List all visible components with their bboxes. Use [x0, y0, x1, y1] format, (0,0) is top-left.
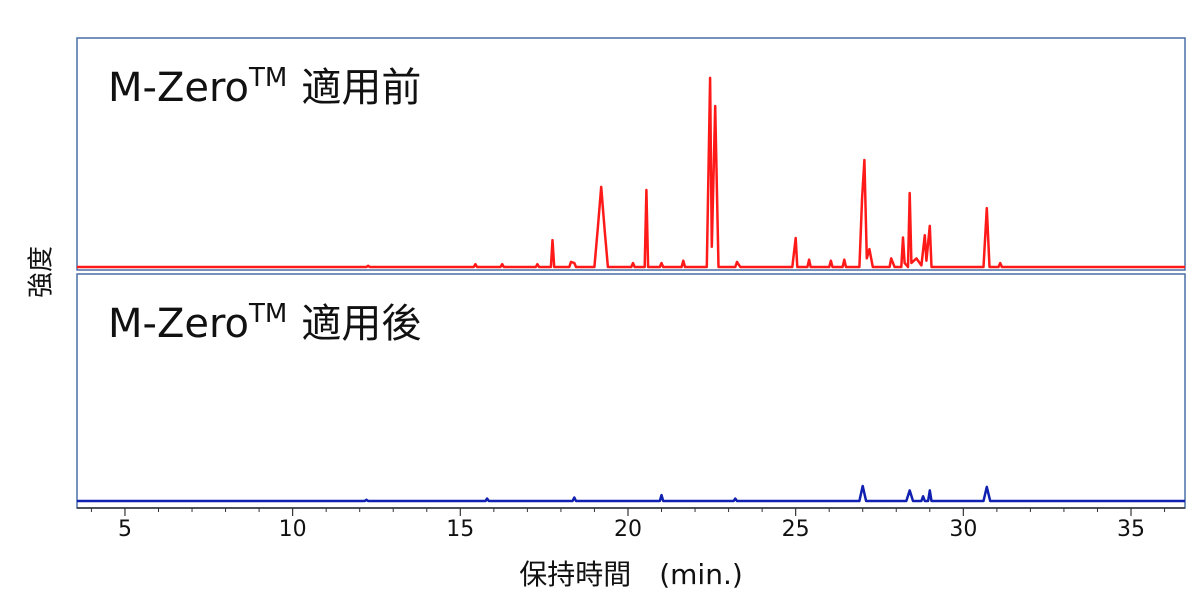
x-tick-label: 20	[614, 517, 642, 542]
x-tick-label: 25	[782, 517, 810, 542]
label-main: M-Zero	[108, 65, 249, 111]
x-tick-label: 35	[1117, 517, 1145, 542]
x-tick-label: 30	[949, 517, 977, 542]
y-axis-label: 強度	[27, 246, 57, 298]
label-main: M-Zero	[108, 301, 249, 347]
label-suffix: 適用前	[301, 65, 421, 111]
chromatogram-line	[77, 484, 1185, 503]
x-axis-label: 保持時間 (min.)	[519, 558, 743, 591]
panel-label: M-ZeroTM 適用後	[108, 299, 421, 348]
label-sup: TM	[248, 63, 287, 93]
panel-label: M-ZeroTM 適用前	[108, 63, 421, 112]
x-tick-label: 5	[118, 517, 132, 542]
label-sup: TM	[248, 299, 287, 329]
plot-frame	[76, 37, 1186, 271]
chromatogram-line	[77, 76, 1185, 269]
x-tick-label: 15	[446, 517, 474, 542]
label-suffix: 適用後	[301, 301, 421, 347]
x-tick-label: 10	[279, 517, 307, 542]
